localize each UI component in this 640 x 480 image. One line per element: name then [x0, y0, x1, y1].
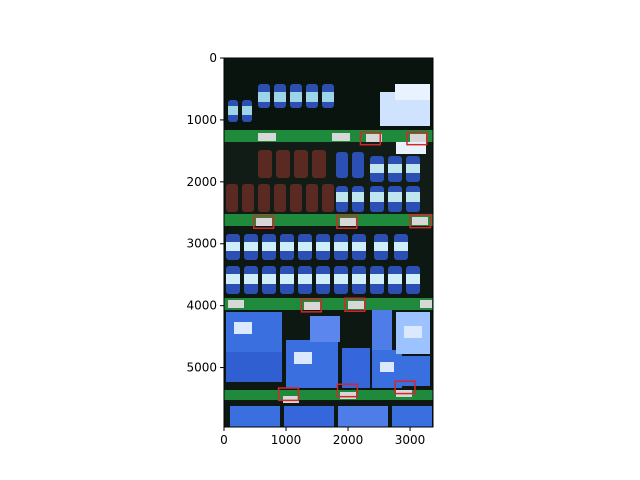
x-tick-label: 0: [220, 433, 228, 447]
shelf-row-5-products: [224, 400, 433, 427]
detection-box: [406, 131, 428, 146]
detection-box: [394, 380, 416, 395]
price-tags: [228, 133, 432, 403]
x-axis: 0 1000 2000 3000: [220, 427, 425, 447]
detection-box: [277, 387, 300, 402]
detection-box: [253, 215, 275, 230]
shelf-edge-4: [224, 390, 433, 400]
shelf-photo: [224, 58, 433, 427]
shelf-row-1-products: [224, 60, 433, 130]
detection-boxes: [253, 131, 432, 402]
y-tick-label: 5000: [186, 361, 217, 375]
shelf-row-2-products: [224, 142, 433, 214]
y-tick-label: 4000: [186, 299, 217, 313]
plot-frame: [223, 57, 434, 428]
x-tick-label: 1000: [271, 433, 302, 447]
y-tick-label: 3000: [186, 237, 217, 251]
x-tick-label: 2000: [333, 433, 364, 447]
y-tick-label: 1000: [186, 113, 217, 127]
x-tick-label: 3000: [395, 433, 426, 447]
shelf-edge-3: [224, 298, 433, 310]
y-axis: 0 1000 2000 3000 4000 5000: [186, 51, 224, 375]
shelf-edge-1: [224, 130, 433, 142]
y-tick-label: 0: [209, 51, 217, 65]
detection-box: [359, 131, 382, 146]
detection-box: [344, 297, 366, 312]
detection-box: [300, 298, 323, 313]
detection-box: [409, 213, 432, 229]
detection-box: [336, 383, 359, 398]
shelf-edge-2: [224, 214, 433, 226]
y-tick-label: 2000: [186, 175, 217, 189]
shelf-row-3-products: [224, 226, 433, 298]
shelf-row-4-products: [224, 310, 433, 390]
detection-box: [336, 215, 358, 230]
